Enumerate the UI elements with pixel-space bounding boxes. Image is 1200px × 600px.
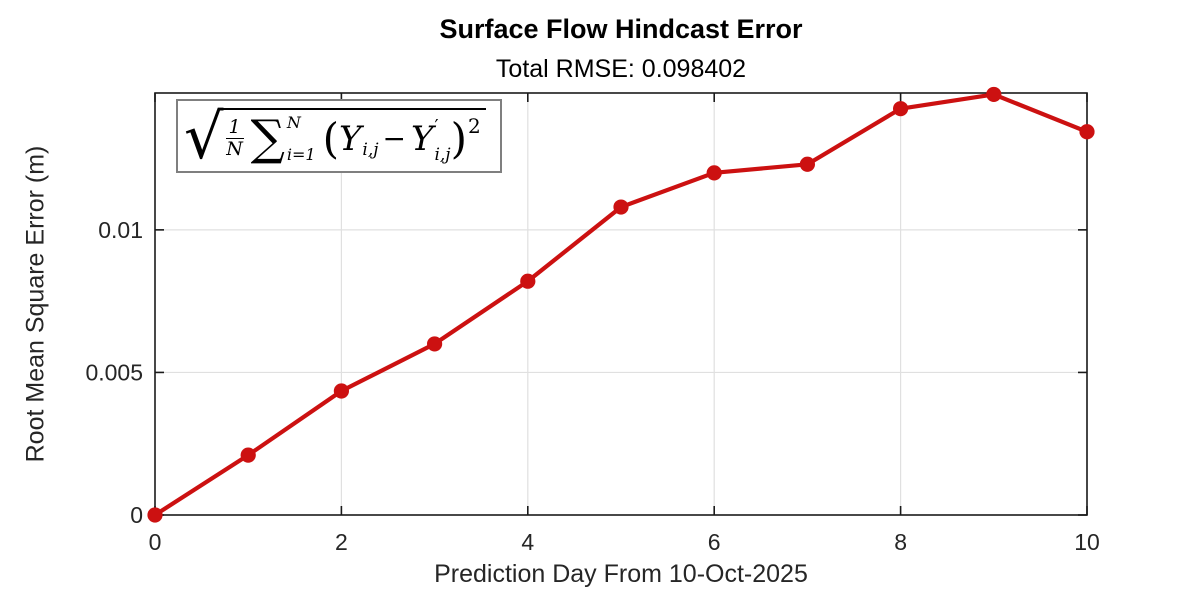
- y-tick-label: 0: [130, 502, 143, 528]
- data-point-marker: [427, 336, 443, 352]
- data-point-marker: [1079, 124, 1095, 140]
- y-observed: Y: [338, 118, 362, 159]
- prime-mark: ′: [434, 115, 439, 137]
- data-point-marker: [706, 165, 722, 181]
- data-point-marker: [893, 101, 909, 117]
- x-tick-label: 4: [521, 529, 534, 555]
- x-tick-label: 2: [335, 529, 348, 555]
- x-axis-label: Prediction Day From 10-Oct-2025: [434, 560, 808, 588]
- sum-upper-limit: N: [286, 112, 301, 132]
- y-tick-label: 0.005: [85, 359, 143, 385]
- radical-sign: √: [184, 100, 224, 174]
- sum-lower-limit: i=1: [286, 144, 316, 164]
- data-point-marker: [520, 273, 536, 289]
- data-point-marker: [240, 447, 256, 463]
- y-tick-label: 0.01: [98, 217, 143, 243]
- x-tick-label: 8: [894, 529, 907, 555]
- squared-difference-term: ( Y i,j − Y ′ i,j ) 2: [322, 113, 481, 165]
- radicand: 1 N ∑ N i=1 ( Y i,j − Y ′ i,j ) 2: [220, 107, 486, 167]
- data-point-marker: [986, 86, 1002, 103]
- chart-title: Surface Flow Hindcast Error: [439, 14, 803, 44]
- minus-sign: −: [382, 121, 407, 155]
- sigma-symbol: ∑: [250, 110, 285, 167]
- y-predicted: Y: [411, 118, 434, 159]
- summation: ∑ N i=1: [250, 110, 316, 167]
- x-tick-label: 6: [708, 529, 721, 555]
- chart-subtitle: Total RMSE: 0.098402: [495, 55, 747, 83]
- fraction-one-over-n: 1 N: [225, 116, 244, 160]
- squared-exponent: 2: [467, 113, 481, 138]
- data-point-marker: [333, 383, 349, 399]
- x-tick-label: 0: [149, 529, 162, 555]
- x-tick-label: 10: [1074, 529, 1100, 555]
- data-point-marker: [799, 156, 816, 172]
- axes-box: [154, 92, 1088, 516]
- data-point-marker: [147, 507, 163, 523]
- rmse-formula-annotation: √ 1 N ∑ N i=1 ( Y i,j − Y ′ i,j ) 2: [176, 99, 502, 173]
- data-point-marker: [613, 199, 629, 215]
